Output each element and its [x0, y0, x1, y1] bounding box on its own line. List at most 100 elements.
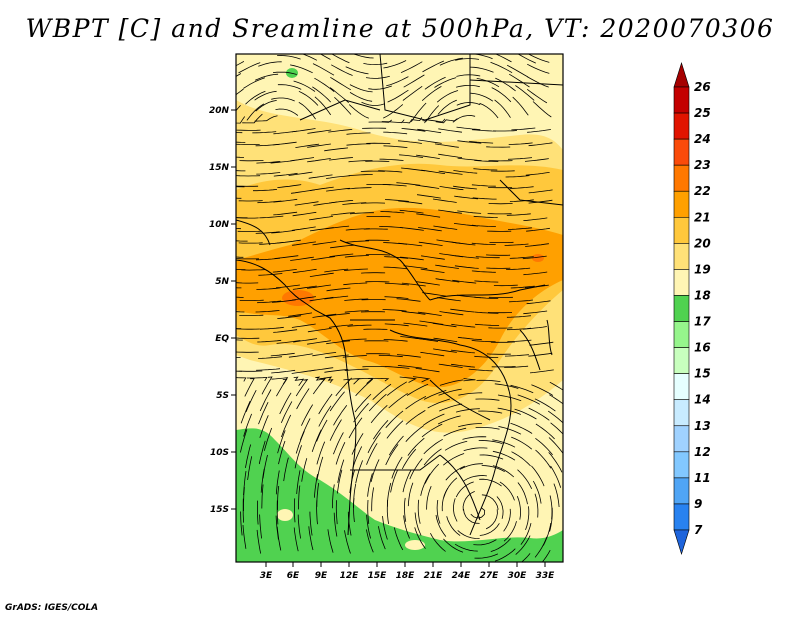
colorbar-segment	[673, 347, 690, 374]
streamline	[479, 478, 502, 487]
streamline	[472, 197, 497, 200]
colorbar-label: 26	[694, 80, 711, 94]
streamline	[523, 326, 547, 330]
streamline	[242, 524, 247, 549]
streamline	[258, 402, 269, 425]
colorbar	[673, 61, 690, 556]
streamline	[405, 425, 424, 442]
streamlines	[236, 54, 563, 562]
streamline	[328, 129, 353, 133]
streamline	[473, 168, 498, 171]
streamline	[415, 368, 440, 373]
streamline	[422, 105, 440, 122]
streamline	[292, 268, 317, 274]
streamline	[363, 62, 388, 66]
streamline	[471, 340, 496, 343]
streamline	[524, 158, 549, 162]
streamline	[368, 119, 393, 123]
streamline	[455, 481, 474, 498]
streamline	[432, 198, 457, 203]
streamline	[372, 420, 389, 440]
streamline	[368, 85, 392, 90]
streamline	[433, 225, 458, 230]
streamline	[325, 313, 350, 317]
streamline	[254, 115, 278, 122]
streamline	[455, 408, 480, 413]
colorbar-label: 14	[694, 393, 711, 407]
colorbar-label: 23	[694, 158, 711, 172]
streamline	[272, 71, 297, 75]
colorbar-segment	[673, 295, 690, 322]
streamline	[450, 308, 475, 313]
streamline	[511, 451, 531, 467]
streamline	[236, 370, 242, 372]
colorbar-label: 25	[694, 106, 711, 120]
streamline	[361, 101, 385, 106]
streamline	[456, 102, 481, 106]
streamline	[399, 154, 424, 158]
streamline	[293, 376, 305, 387]
streamline	[367, 499, 370, 524]
streamline	[243, 413, 252, 437]
streamline	[330, 76, 351, 91]
streamline	[255, 231, 280, 234]
streamline	[549, 394, 563, 405]
streamline	[261, 376, 273, 395]
streamline	[439, 186, 464, 191]
lon-label-33e: 33E	[536, 571, 556, 581]
streamline	[473, 215, 498, 218]
streamline	[381, 119, 405, 124]
streamline	[348, 160, 373, 163]
streamline	[259, 415, 269, 438]
streamline	[236, 339, 243, 341]
streamline	[370, 405, 388, 424]
streamline	[383, 339, 408, 342]
streamline	[236, 282, 259, 284]
colorbar-label: 16	[694, 341, 711, 355]
streamline	[307, 129, 332, 134]
streamline	[263, 427, 273, 451]
streamline	[476, 379, 501, 382]
colorbar-label: 12	[694, 445, 711, 459]
streamline	[478, 410, 503, 414]
streamline	[256, 172, 281, 175]
streamline	[240, 400, 251, 424]
streamline	[416, 154, 440, 159]
streamline	[259, 215, 284, 219]
streamline	[549, 381, 563, 391]
streamline	[295, 143, 320, 148]
streamline	[407, 482, 414, 507]
colorbar-label: 11	[694, 471, 711, 485]
colorbar-label: 21	[694, 210, 711, 224]
streamline	[503, 508, 511, 532]
lon-label-21e: 21E	[424, 571, 444, 581]
streamline	[553, 483, 560, 508]
streamline	[384, 296, 409, 299]
streamline	[444, 440, 468, 451]
streamline	[277, 55, 301, 60]
streamline	[492, 465, 515, 478]
streamline	[385, 444, 399, 466]
streamline	[324, 268, 349, 273]
streamline	[245, 444, 252, 468]
streamline	[421, 255, 445, 260]
streamline	[343, 378, 361, 385]
streamline	[510, 384, 534, 394]
streamline	[422, 60, 445, 73]
colorbar-label: 18	[694, 288, 711, 302]
streamline	[246, 376, 268, 382]
streamline	[417, 499, 421, 524]
lon-label-6e: 6E	[287, 571, 300, 581]
streamline	[295, 378, 309, 397]
colorbar-max-arrow	[673, 61, 690, 88]
streamline	[366, 142, 391, 145]
streamline	[414, 337, 439, 342]
streamline	[457, 210, 482, 214]
streamline	[333, 512, 338, 537]
streamline	[506, 267, 531, 270]
lat-label-15s: 15S	[210, 505, 229, 515]
streamline	[277, 84, 302, 90]
colorbar-segment	[673, 112, 690, 140]
streamline	[277, 430, 286, 454]
streamline	[446, 516, 461, 536]
